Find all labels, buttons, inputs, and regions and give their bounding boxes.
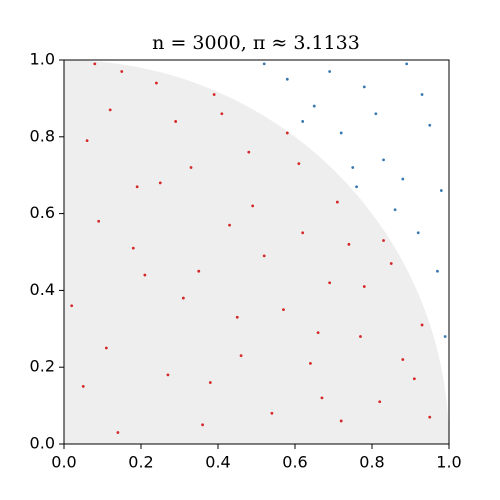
point [270, 411, 274, 415]
point [228, 223, 231, 227]
point [239, 354, 243, 358]
point [282, 308, 285, 311]
point [262, 254, 266, 258]
point [201, 423, 205, 427]
point [351, 166, 355, 169]
point [135, 185, 139, 189]
point [382, 239, 385, 242]
point [143, 273, 147, 277]
point [401, 358, 405, 361]
point [320, 396, 324, 400]
point [131, 246, 135, 250]
point [420, 93, 424, 96]
plot-frame [63, 59, 450, 445]
point [389, 262, 393, 265]
point [297, 162, 301, 166]
point [158, 181, 162, 185]
point [405, 62, 409, 66]
point [189, 166, 193, 169]
point [328, 70, 332, 73]
point [339, 419, 343, 423]
point [393, 208, 397, 212]
point [181, 296, 185, 300]
point [374, 112, 378, 116]
y-tick-label: 0.6 [30, 203, 55, 222]
point [166, 373, 170, 377]
chart-title: n = 3000, π ≈ 3.1133 [152, 32, 360, 54]
point [428, 415, 432, 419]
point [416, 231, 420, 235]
x-tick-label: 0.8 [359, 453, 384, 472]
point [401, 177, 405, 181]
x-tick-label: 0.6 [282, 453, 307, 472]
point [355, 185, 358, 189]
circle-region [64, 60, 449, 444]
y-tick-label: 1.0 [30, 50, 55, 69]
point [285, 131, 289, 135]
point [235, 315, 239, 319]
point [309, 361, 312, 365]
point [81, 385, 85, 388]
x-tick-label: 0.4 [205, 453, 230, 472]
point [412, 377, 416, 381]
point [104, 346, 108, 350]
point [436, 269, 439, 273]
point [285, 77, 289, 81]
point [262, 62, 266, 66]
point [443, 335, 447, 338]
point [212, 93, 216, 96]
point [359, 335, 362, 338]
point [312, 104, 316, 108]
y-tick-label: 0.2 [30, 357, 55, 376]
point [197, 269, 201, 273]
point [362, 285, 366, 288]
point [428, 123, 432, 127]
x-tick-label: 1.0 [436, 453, 461, 472]
point [339, 131, 343, 135]
point [220, 112, 224, 116]
point [70, 304, 74, 308]
point [93, 62, 97, 66]
y-tick-label: 0.4 [30, 280, 55, 299]
point [420, 323, 424, 327]
point [251, 204, 255, 208]
point [439, 189, 443, 192]
point [335, 200, 339, 204]
point [378, 400, 382, 404]
point [108, 108, 112, 112]
point [174, 120, 178, 123]
point [85, 139, 89, 143]
point [247, 150, 251, 154]
point [382, 158, 385, 162]
point [301, 231, 305, 235]
point [97, 219, 101, 223]
point [347, 242, 351, 246]
point [116, 431, 120, 434]
y-tick-label: 0.8 [30, 126, 55, 145]
point [208, 381, 212, 384]
point [316, 331, 320, 335]
point [155, 81, 158, 85]
x-tick-label: 0.2 [128, 453, 153, 472]
x-tick-label: 0.0 [51, 453, 76, 472]
point [328, 281, 332, 285]
point [301, 120, 305, 123]
y-tick-label: 0.0 [30, 434, 55, 453]
point [120, 70, 124, 73]
point [362, 85, 366, 89]
